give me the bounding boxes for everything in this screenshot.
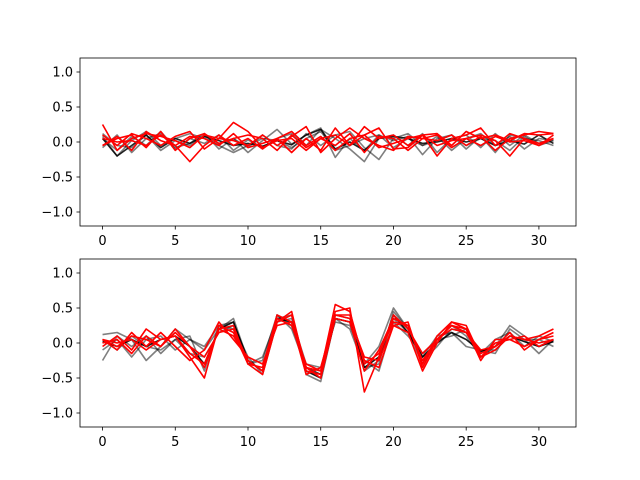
axes-bottom: 0 5 10 15 20 25 30 −1.0 −0.5 0.0 0.5 1.0	[41, 258, 577, 450]
x-tick-label: 25	[458, 435, 475, 450]
x-tick-label: 10	[240, 234, 257, 249]
x-tick-label: 20	[385, 234, 402, 249]
y-tick-label: −0.5	[41, 372, 73, 387]
x-tick-label: 15	[312, 234, 329, 249]
series-line-9	[102, 314, 554, 372]
x-tick-label: 5	[171, 435, 179, 450]
x-tick-label: 15	[312, 435, 329, 450]
y-tick-label: −1.0	[41, 407, 73, 422]
y-tick-label: 0.0	[52, 337, 73, 352]
x-tick-label: 5	[171, 234, 179, 249]
y-tick-label: 0.0	[52, 136, 73, 151]
axes-top: 0 5 10 15 20 25 30 −1.0 −0.5 0.0 0.5 1.0	[41, 57, 577, 249]
y-tick-label: −1.0	[41, 206, 73, 221]
x-tick-label: 30	[531, 234, 548, 249]
y-tick-label: 1.0	[52, 267, 73, 282]
x-tick-label: 0	[98, 234, 106, 249]
x-tick-label: 20	[385, 435, 402, 450]
y-tick-label: 0.5	[52, 101, 73, 116]
x-tick-label: 0	[98, 435, 106, 450]
y-tick-label: −0.5	[41, 171, 73, 186]
x-tick-label: 25	[458, 234, 475, 249]
series-line-10	[102, 314, 554, 379]
x-tick-label: 30	[531, 435, 548, 450]
series-line-10	[102, 130, 554, 152]
y-tick-label: 0.5	[52, 302, 73, 317]
y-tick-label: 1.0	[52, 66, 73, 81]
x-tick-label: 10	[240, 435, 257, 450]
series-line-9	[102, 130, 554, 157]
series-line-7	[102, 125, 554, 154]
